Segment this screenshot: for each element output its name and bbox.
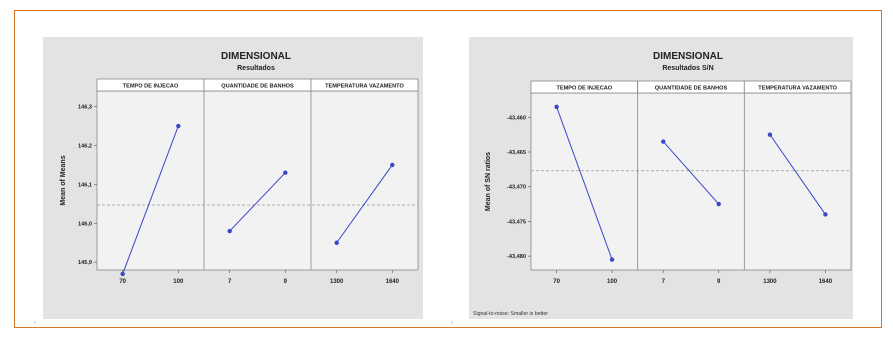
main-effects-means-chart: DIMENSIONAL Resultados TEMPO DE INJECAO 70 1… <box>43 37 423 319</box>
chart-subtitle: Resultados <box>237 65 275 72</box>
plot-area <box>96 90 419 271</box>
panel-label: TEMPO DE INJECAO <box>123 84 179 90</box>
data-point <box>227 228 232 234</box>
series-line <box>336 164 393 244</box>
chart-title: DIMENSIONAL <box>221 51 291 62</box>
panel-label: TEMPO DE INJECAO <box>557 86 613 92</box>
data-point <box>716 201 721 207</box>
y-tick-label: 146,1 <box>78 182 92 188</box>
data-point <box>334 240 339 245</box>
panel-header <box>310 78 419 92</box>
y-tick-label: 146,2 <box>78 143 92 149</box>
series-line <box>769 134 826 215</box>
x-tick-label: 100 <box>607 279 618 285</box>
data-point <box>390 162 395 168</box>
figure-frame <box>14 10 882 328</box>
panel-label: QUANTIDADE DE BANHOS <box>221 84 294 90</box>
panel-header <box>743 80 852 94</box>
data-point <box>823 212 828 217</box>
y-tick-label: 146,0 <box>78 221 92 227</box>
data-point <box>609 257 615 262</box>
y-tick-label: -43,470 <box>507 185 526 191</box>
y-tick-label: 146,3 <box>78 105 92 111</box>
panel-label: TEMPERATURA VAZAMENTO <box>325 84 404 90</box>
tick-mark: ' <box>451 320 453 330</box>
frame-bottom-line <box>14 327 882 328</box>
y-tick-label: -43,465 <box>507 150 526 156</box>
panel-label: QUANTIDADE DE BANHOS <box>655 86 728 92</box>
x-tick-label: 1300 <box>330 279 344 285</box>
x-tick-label: 70 <box>553 279 560 285</box>
x-tick-label: 7 <box>662 279 666 285</box>
y-axis-label: Mean of SN ratios <box>485 152 492 211</box>
x-tick-label: 1640 <box>819 279 833 285</box>
x-tick-label: 100 <box>173 279 184 285</box>
x-tick-label: 1300 <box>763 279 777 285</box>
x-tick-label: 9 <box>284 279 288 285</box>
y-tick-label: -43,480 <box>507 254 526 260</box>
tick-mark: ' <box>34 320 36 330</box>
x-tick-label: 70 <box>119 279 126 285</box>
series-line <box>556 106 613 260</box>
x-tick-label: 7 <box>228 279 232 285</box>
chart-footnote: Signal-to-noise: Smaller is better <box>473 311 548 317</box>
chart-subtitle: Resultados S/N <box>662 65 713 72</box>
chart-title: DIMENSIONAL <box>653 51 723 62</box>
x-tick-label: 1640 <box>386 279 400 285</box>
y-tick-label: -43,475 <box>507 219 526 225</box>
series-line <box>229 172 286 232</box>
data-point <box>120 271 125 277</box>
y-tick-label: 145,9 <box>78 260 92 266</box>
data-point <box>767 132 773 137</box>
y-tick-label: -43,460 <box>507 115 526 121</box>
main-effects-sn-chart: DIMENSIONAL Resultados S/N TEMPO DE INJECA… <box>469 37 853 319</box>
series-line <box>122 125 179 275</box>
x-tick-label: 9 <box>717 279 721 285</box>
panel-label: TEMPERATURA VAZAMENTO <box>758 86 837 92</box>
y-axis-label: Mean of Means <box>60 155 67 205</box>
data-point <box>283 170 288 175</box>
data-point <box>661 139 666 144</box>
data-point <box>554 104 559 110</box>
series-line <box>662 141 720 205</box>
data-point <box>176 123 181 129</box>
